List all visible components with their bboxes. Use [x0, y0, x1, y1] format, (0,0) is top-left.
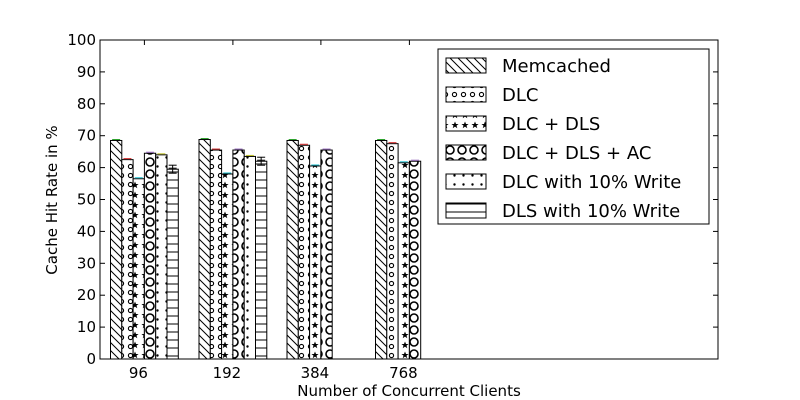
legend-label-3: DLC + DLS + AC — [502, 143, 651, 164]
x-tick-label: 768 — [389, 364, 418, 382]
legend-frame — [437, 48, 710, 225]
bar-4-0 — [155, 154, 168, 360]
x-tick-label: 96 — [129, 364, 148, 382]
legend-swatch-2 — [445, 115, 487, 132]
x-tick-label: 384 — [301, 364, 330, 382]
x-tick-label: 192 — [213, 364, 242, 382]
y-tick-label: 10 — [77, 318, 96, 336]
y-tick-label: 20 — [77, 286, 96, 304]
legend-label-1: DLC — [502, 85, 538, 106]
y-tick-label: 40 — [77, 222, 96, 240]
legend-swatch-4 — [445, 173, 487, 190]
bar-1-3 — [386, 143, 399, 360]
bar-3-3 — [408, 160, 422, 360]
y-tick-label: 30 — [77, 254, 96, 272]
bar-2-2 — [309, 165, 322, 360]
bar-3-2 — [320, 149, 333, 360]
bar-0-2 — [286, 139, 299, 360]
bar-2-3 — [397, 162, 410, 360]
bar-2-1 — [221, 173, 234, 360]
y-tick-label: 80 — [77, 95, 96, 113]
legend-label-5: DLS with 10% Write — [502, 201, 680, 222]
legend-swatch-0 — [445, 57, 487, 74]
y-tick-label: 90 — [77, 63, 96, 81]
legend-swatch-5 — [445, 202, 487, 219]
x-axis-label: Number of Concurrent Clients — [297, 382, 521, 400]
bar-1-2 — [297, 144, 311, 360]
bar-5-1 — [255, 160, 268, 360]
bar-1-1 — [209, 149, 223, 360]
y-tick-label: 60 — [77, 159, 96, 177]
bar-0-3 — [375, 139, 388, 360]
legend-swatch-1 — [445, 86, 487, 103]
y-tick-label: 100 — [67, 31, 96, 49]
bar-2-0 — [132, 178, 145, 360]
plot-frame — [99, 39, 719, 360]
legend-label-4: DLC with 10% Write — [502, 172, 681, 193]
x-axis-ticks: 96 192 384 768 — [129, 40, 418, 382]
bar-3-1 — [232, 149, 245, 360]
bar-0-0 — [110, 139, 123, 360]
y-tick-label: 50 — [77, 191, 96, 209]
bar-0-1 — [198, 139, 211, 360]
legend-label-2: DLC + DLS — [502, 114, 600, 135]
bar-3-0 — [143, 152, 157, 360]
bar-1-0 — [121, 159, 134, 360]
bar-4-1 — [243, 155, 256, 360]
y-tick-label: 0 — [86, 350, 96, 368]
y-axis-ticks: 0 10 20 30 40 50 60 70 80 90 100 — [67, 31, 718, 368]
legend: Memcached DLC DLC + DLS DLC + DLS + AC DLC w… — [437, 48, 710, 225]
y-tick-label: 70 — [77, 127, 96, 145]
legend-swatch-3 — [445, 144, 487, 161]
y-axis-label: Cache Hit Rate in % — [43, 125, 61, 274]
bar-5-0 — [166, 168, 179, 360]
legend-label-0: Memcached — [502, 56, 611, 77]
